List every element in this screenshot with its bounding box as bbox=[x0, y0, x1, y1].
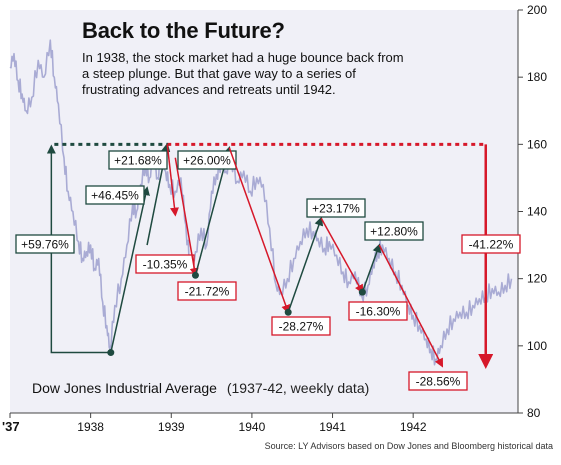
annotation-label: -21.72% bbox=[185, 285, 230, 299]
y-tick-label: 100 bbox=[527, 339, 547, 353]
annotation-label: +21.68% bbox=[114, 154, 162, 168]
y-tick-label: 180 bbox=[527, 70, 547, 84]
annotation-label-box bbox=[461, 234, 521, 254]
annotation-label-box bbox=[271, 316, 331, 336]
annotation-label: -16.30% bbox=[356, 305, 401, 319]
annotation-label-box bbox=[108, 150, 168, 170]
annotation-label-box bbox=[15, 234, 75, 254]
source-note: Source: LY Advisors based on Dow Jones a… bbox=[264, 441, 553, 451]
annotation-label-box bbox=[306, 198, 366, 218]
y-tick-label: 120 bbox=[527, 272, 547, 286]
annotation-label: +23.17% bbox=[312, 202, 360, 216]
annotation-arrow bbox=[287, 216, 324, 313]
annotation-label: -10.35% bbox=[143, 258, 188, 272]
annotation-label: -28.27% bbox=[279, 320, 324, 334]
annotation-arrow bbox=[361, 243, 382, 293]
chart-title: Back to the Future? bbox=[82, 18, 285, 43]
series-caption-name: Dow Jones Industrial Average bbox=[32, 380, 217, 396]
annotation-arrow bbox=[174, 157, 199, 278]
annotation-label-box bbox=[364, 221, 424, 241]
annotation-label-box bbox=[177, 150, 237, 170]
x-tick-label: 1941 bbox=[319, 420, 346, 434]
annotation-arrow bbox=[228, 147, 291, 314]
x-tick-label: 1942 bbox=[400, 420, 427, 434]
annotation-arrow bbox=[46, 144, 111, 354]
annotation-arrow bbox=[166, 144, 179, 217]
y-tick-label: 200 bbox=[527, 3, 547, 17]
annotation-dot bbox=[107, 349, 115, 357]
annotation-arrow bbox=[320, 217, 364, 294]
annotation-label-box bbox=[177, 281, 237, 301]
series-caption-detail: (1937-42, weekly data) bbox=[226, 380, 370, 396]
x-tick-label: 1939 bbox=[158, 420, 185, 434]
axes: 80 100 120 140 160 180 200 '37 1938 1939 1940 1941 1… bbox=[2, 3, 547, 434]
annotation-label-box bbox=[348, 301, 408, 321]
chart-subtitle: In 1938, the stock market had a huge bou… bbox=[82, 50, 404, 97]
annotation-label: -28.56% bbox=[416, 375, 461, 389]
y-tick-label: 160 bbox=[527, 137, 547, 151]
series-caption: Dow Jones Industrial Average (1937-42, w… bbox=[32, 380, 369, 396]
annotation-label-box bbox=[85, 185, 145, 205]
annotation-dot bbox=[191, 271, 199, 279]
x-tick-label: 1938 bbox=[77, 420, 104, 434]
annotation-dot bbox=[358, 288, 366, 296]
annotations-layer: +59.76% +46.45% +21.68% -10.35% -21.72% +26.0… bbox=[15, 142, 521, 391]
x-tick-label: 1940 bbox=[239, 420, 266, 434]
annotation-label: +46.45% bbox=[91, 189, 139, 203]
annotation-label: -41.22% bbox=[469, 238, 514, 252]
y-tick-label: 80 bbox=[527, 406, 541, 420]
annotation-arrow bbox=[110, 186, 150, 353]
annotation-label-box bbox=[408, 371, 468, 391]
y-tick-label: 140 bbox=[527, 205, 547, 219]
annotation-arrow bbox=[378, 244, 444, 368]
x-tick-label: '37 bbox=[2, 419, 20, 434]
annotation-label: +12.80% bbox=[370, 225, 418, 239]
annotation-label: +26.00% bbox=[183, 154, 231, 168]
title-block: Back to the Future? In 1938, the stock m… bbox=[82, 18, 412, 98]
annotation-dot bbox=[284, 308, 292, 316]
annotation-label: +59.76% bbox=[21, 238, 69, 252]
